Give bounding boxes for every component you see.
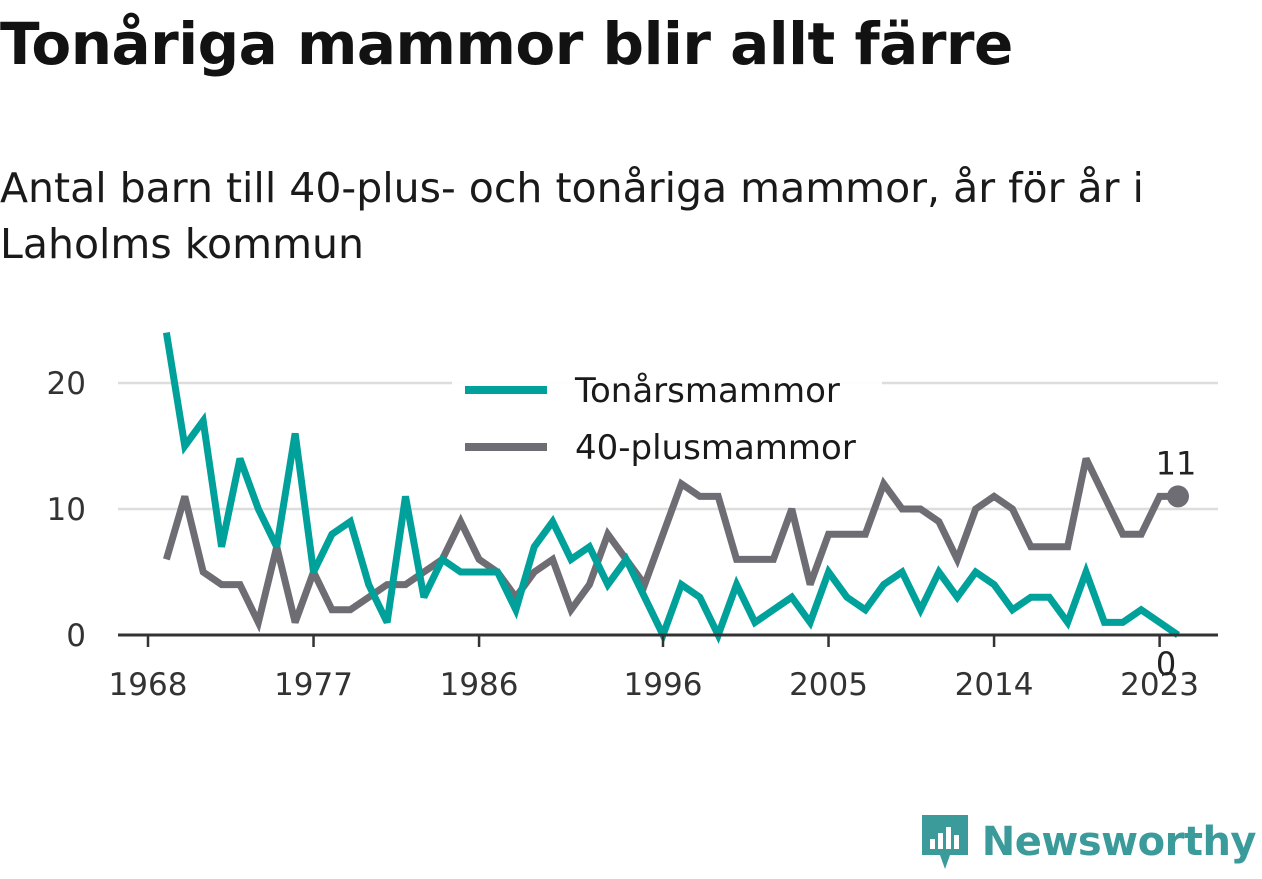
x-tick-label: 2005 <box>789 667 868 703</box>
legend: Tonårsmammor 40-plusmammor <box>452 360 882 478</box>
x-tick-label: 1986 <box>440 667 519 703</box>
series-line-Tonårsmammor <box>162 332 1180 644</box>
y-tick-label: 20 <box>47 366 86 402</box>
series-line-40-plusmammor <box>163 457 1178 633</box>
brand-name: Newsworthy <box>981 819 1257 865</box>
x-tick-label: 1996 <box>624 667 703 703</box>
y-tick-label: 10 <box>47 492 86 528</box>
x-tick-label: 1977 <box>274 667 353 703</box>
legend-label: 40-plusmammor <box>575 428 856 468</box>
x-axis: 1968 1977 1986 1996 2005 2014 2023 <box>109 633 1218 703</box>
legend-background <box>452 360 882 478</box>
end-label-40-plusmammor: 11 <box>1156 444 1197 482</box>
end-label-Tonårsmammor: 0 <box>1156 645 1176 683</box>
chart-title: Tonåriga mammor blir allt färre <box>0 10 1013 78</box>
brand-logo: Newsworthy <box>920 813 1257 871</box>
x-tick-label: 2014 <box>955 667 1034 703</box>
x-tick-label: 2023 <box>1120 667 1199 703</box>
y-axis-ticks: 0 10 20 <box>47 366 86 654</box>
chart-subtitle: Antal barn till 40-plus- och tonåriga ma… <box>0 164 1144 268</box>
series-lines <box>162 332 1180 644</box>
y-tick-label: 0 <box>66 618 86 654</box>
legend-label: Tonårsmammor <box>574 371 840 411</box>
end-marker-40-plusmammor <box>1167 485 1189 508</box>
x-tick-label: 1968 <box>109 667 188 703</box>
newsworthy-icon <box>921 815 968 869</box>
end-labels: 11 0 <box>1156 444 1197 683</box>
